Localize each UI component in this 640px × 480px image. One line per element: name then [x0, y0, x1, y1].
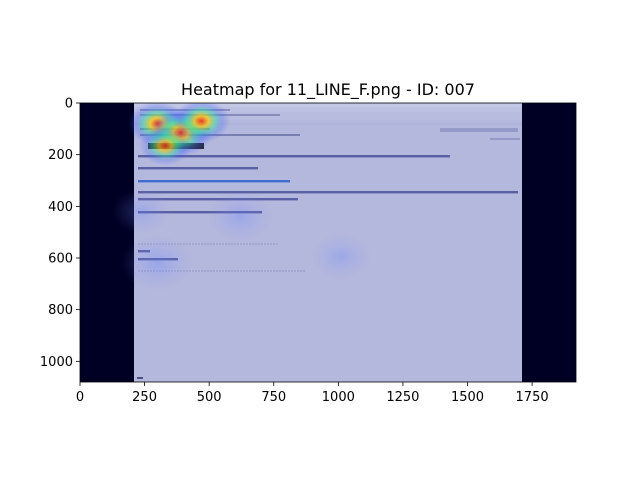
x-tick-label: 500 — [197, 390, 222, 405]
chart-title: Heatmap for 11_LINE_F.png - ID: 007 — [181, 80, 475, 100]
heatmap-hotspot — [206, 190, 274, 243]
heatmap-hotspot — [139, 125, 192, 166]
plot-area — [80, 103, 576, 382]
heatmap-hotspot — [172, 103, 231, 144]
y-tick-label: 200 — [48, 148, 73, 163]
y-axis: 0 200 400 600 800 1000 — [40, 97, 80, 370]
x-tick-label: 1250 — [386, 390, 419, 405]
x-tick-label: 1000 — [322, 390, 355, 405]
x-tick-label: 1500 — [451, 390, 484, 405]
x-tick-label: 1750 — [516, 390, 549, 405]
heatmap-hotspot — [120, 235, 195, 292]
y-tick-label: 800 — [48, 303, 73, 318]
x-tick-label: 0 — [76, 390, 84, 405]
y-tick-label: 1000 — [40, 355, 73, 370]
heatmap-hotspots — [112, 103, 372, 292]
y-tick-label: 400 — [48, 200, 73, 215]
y-tick-label: 0 — [65, 97, 73, 112]
heatmap-hotspot — [112, 188, 172, 235]
screenshot-content — [134, 103, 522, 379]
y-tick-label: 600 — [48, 252, 73, 267]
plot-frame — [79, 102, 577, 383]
x-axis: 0 250 500 750 1000 1250 1500 1750 — [76, 382, 549, 405]
heatmap-hotspot — [310, 233, 372, 281]
x-tick-label: 250 — [132, 390, 157, 405]
x-tick-label: 750 — [261, 390, 286, 405]
